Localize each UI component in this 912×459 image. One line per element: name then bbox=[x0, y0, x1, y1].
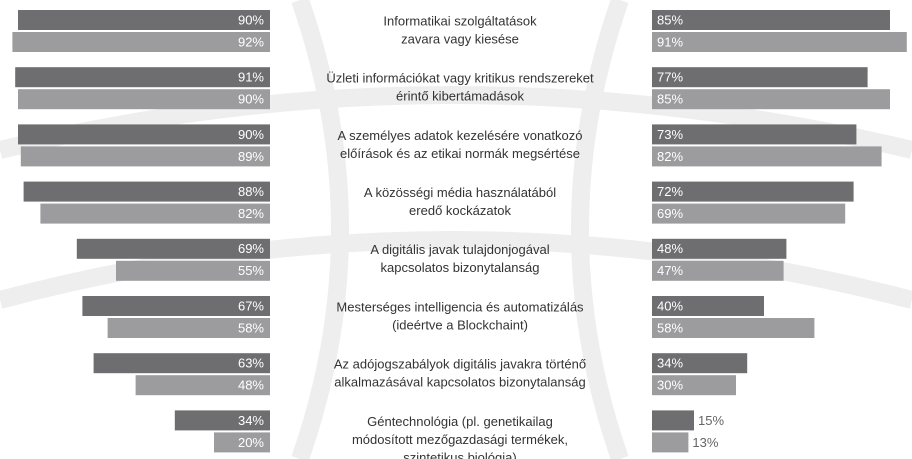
category-label: szintetikus biológia) bbox=[403, 450, 516, 459]
bar bbox=[652, 32, 907, 52]
category-label: kapcsolatos bizonytalanság bbox=[381, 260, 540, 275]
bar bbox=[652, 375, 736, 396]
category-label: Géntechnológia (pl. genetikailag bbox=[367, 414, 553, 429]
bar bbox=[93, 353, 270, 374]
bar bbox=[76, 238, 270, 259]
bar bbox=[652, 89, 890, 110]
category-label: A közösségi média használatából bbox=[364, 185, 556, 200]
bar bbox=[12, 32, 271, 52]
bar bbox=[652, 146, 882, 167]
value-label: 67% bbox=[238, 298, 264, 313]
category-label: alkalmazásával kapcsolatos bizonytalansá… bbox=[334, 375, 585, 390]
category-label: módosított mezőgazdasági termékek, bbox=[352, 432, 568, 447]
value-label: 63% bbox=[238, 356, 264, 371]
category-label: A személyes adatok kezelésére vonatkozó bbox=[338, 128, 583, 143]
value-label: 48% bbox=[238, 378, 264, 393]
bar bbox=[652, 410, 694, 431]
value-label: 58% bbox=[238, 320, 264, 335]
category-label: érintő kibertámadások bbox=[396, 89, 524, 104]
value-label: 69% bbox=[238, 241, 264, 256]
category-label: Informatikai szolgáltatások bbox=[383, 13, 537, 28]
bar bbox=[82, 296, 271, 316]
value-label: 30% bbox=[657, 378, 683, 393]
value-label: 34% bbox=[657, 356, 683, 371]
bar bbox=[652, 260, 784, 281]
value-label: 92% bbox=[238, 34, 264, 49]
bar bbox=[652, 318, 815, 338]
bg-curve bbox=[291, 0, 349, 459]
value-label: 91% bbox=[238, 70, 264, 85]
value-label: 72% bbox=[657, 184, 683, 199]
value-label: 85% bbox=[657, 92, 683, 107]
category-label: zavara vagy kiesése bbox=[401, 31, 519, 46]
value-label: 90% bbox=[238, 127, 264, 142]
bar bbox=[23, 181, 270, 202]
value-label: 20% bbox=[238, 435, 264, 450]
value-label: 89% bbox=[238, 149, 264, 164]
bar bbox=[652, 181, 854, 202]
category-label: Az adójogszabályok digitális javakra tör… bbox=[334, 357, 586, 372]
category-label: előírások és az etikai normák megsértése bbox=[340, 146, 580, 161]
value-label: 73% bbox=[657, 127, 683, 142]
bar bbox=[40, 203, 271, 224]
bar bbox=[20, 146, 270, 167]
value-label: 15% bbox=[698, 413, 724, 428]
value-label: 91% bbox=[657, 34, 683, 49]
category-label: eredő kockázatok bbox=[409, 203, 511, 218]
value-label: 13% bbox=[692, 435, 718, 450]
bar bbox=[135, 375, 270, 396]
value-label: 58% bbox=[657, 320, 683, 335]
bar bbox=[652, 67, 868, 88]
value-label: 34% bbox=[238, 413, 264, 428]
value-label: 40% bbox=[657, 298, 683, 313]
value-label: 88% bbox=[238, 184, 264, 199]
category-label: Üzleti információkat vagy kritikus rends… bbox=[326, 71, 594, 86]
bar bbox=[652, 353, 748, 374]
value-label: 90% bbox=[238, 12, 264, 27]
bar bbox=[652, 203, 846, 224]
value-label: 47% bbox=[657, 263, 683, 278]
value-label: 69% bbox=[657, 206, 683, 221]
bar bbox=[18, 89, 270, 110]
category-label: A digitális javak tulajdonjogával bbox=[370, 242, 549, 257]
bar bbox=[116, 260, 270, 281]
bar bbox=[652, 432, 689, 453]
value-label: 55% bbox=[238, 263, 264, 278]
value-label: 77% bbox=[657, 70, 683, 85]
bar bbox=[174, 410, 270, 431]
bar bbox=[107, 318, 270, 338]
category-label: Mesterséges intelligencia és automatizál… bbox=[336, 299, 584, 314]
bar bbox=[214, 432, 270, 453]
value-label: 48% bbox=[657, 241, 683, 256]
value-label: 82% bbox=[238, 206, 264, 221]
value-label: 82% bbox=[657, 149, 683, 164]
bar bbox=[652, 124, 857, 145]
bar bbox=[652, 10, 890, 30]
bg-curve bbox=[0, 86, 912, 159]
value-label: 90% bbox=[238, 92, 264, 107]
bar bbox=[15, 67, 271, 88]
value-label: 85% bbox=[657, 12, 683, 27]
bar bbox=[18, 10, 270, 30]
bar bbox=[652, 296, 764, 316]
bar bbox=[18, 124, 270, 145]
bar bbox=[652, 238, 787, 259]
category-label: (ideértve a Blockchaint) bbox=[392, 317, 528, 332]
bg-curve bbox=[571, 0, 629, 459]
